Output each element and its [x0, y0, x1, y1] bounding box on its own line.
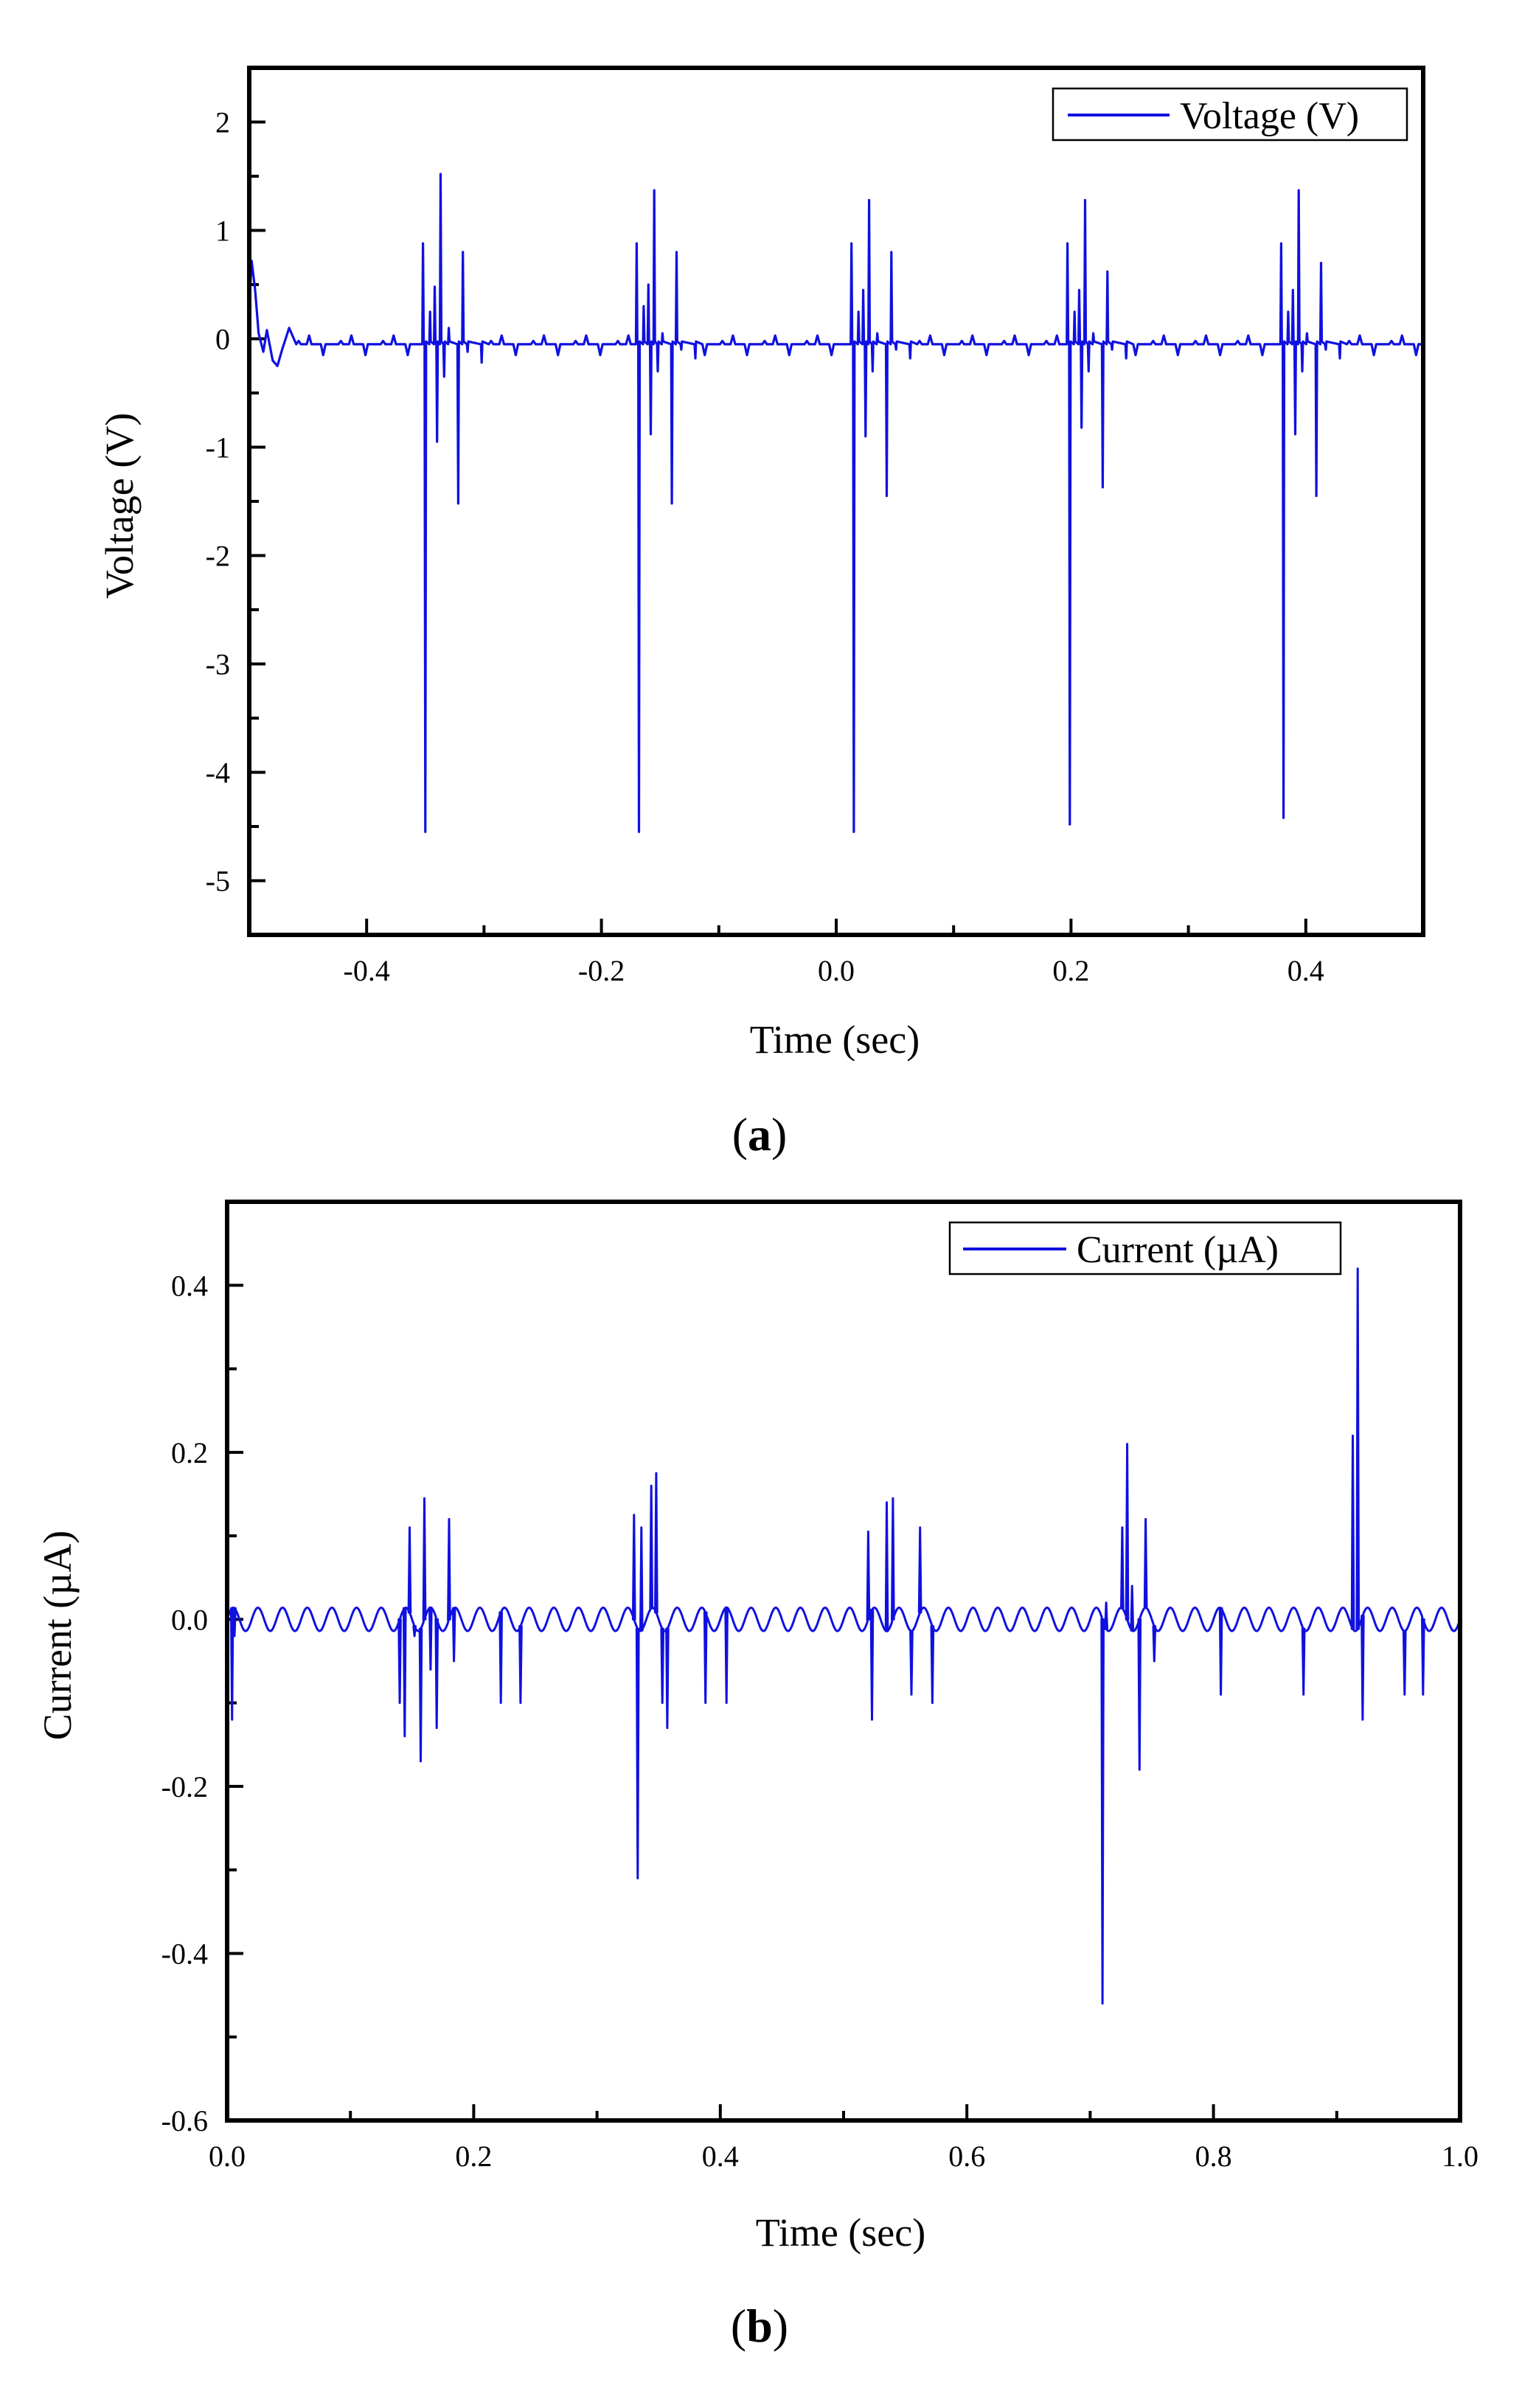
current-legend: Current (µA): [948, 1221, 1342, 1276]
current-x-tick-label: 0.4: [702, 2140, 739, 2173]
current-series-line: [226, 1267, 1462, 2005]
voltage-x-tick-label: 0.0: [818, 954, 855, 987]
voltage-x-axis-label: Time (sec): [750, 1017, 920, 1062]
voltage-y-tick-label: -2: [206, 540, 230, 573]
voltage-x-tick-label: -0.4: [344, 954, 390, 987]
voltage-y-tick-label: 1: [215, 215, 230, 248]
panel-label-b: (b): [731, 2300, 788, 2352]
voltage-y-tick-label: -5: [206, 865, 230, 898]
current-x-tick-label: 0.0: [209, 2140, 246, 2173]
voltage-y-tick-label: -4: [206, 756, 230, 790]
voltage-plot-frame: [247, 66, 1425, 937]
current-y-tick-label: 0.0: [171, 1603, 208, 1636]
voltage-y-tick-label: 2: [215, 106, 230, 139]
current-plot-frame: [225, 1200, 1462, 2123]
voltage-y-tick-label: -1: [206, 431, 230, 464]
voltage-x-tick-label: -0.2: [578, 954, 625, 987]
current-x-axis-label: Time (sec): [756, 2210, 925, 2255]
current-x-tick-label: 0.2: [455, 2140, 492, 2173]
current-y-tick-label: -0.4: [161, 1937, 208, 1970]
current-y-tick-label: 0.4: [171, 1269, 208, 1302]
voltage-x-tick-labels: -0.4 -0.2 0.0 0.2 0.4: [344, 954, 1324, 987]
current-legend-label: Current (µA): [1077, 1229, 1279, 1271]
current-chart: Current (µA) 0.0 0.2 0.4 0.6 0.8 1.0 0.4…: [35, 1200, 1478, 2352]
current-x-tick-label: 1.0: [1442, 2140, 1478, 2173]
voltage-x-tick-label: 0.2: [1052, 954, 1089, 987]
current-x-tick-label: 0.6: [948, 2140, 985, 2173]
voltage-y-tick-label: 0: [215, 323, 230, 356]
voltage-y-tick-label: -3: [206, 648, 230, 681]
voltage-legend: Voltage (V): [1052, 87, 1408, 142]
current-chart-ticks: [226, 1200, 1462, 2122]
voltage-chart: Voltage (V) -0.4 -0.2 0.0 0.2 0.4 2 1 0 …: [97, 66, 1425, 1160]
current-y-tick-label: 0.2: [171, 1436, 208, 1469]
current-y-tick-label: -0.2: [161, 1770, 208, 1803]
voltage-y-axis-label: Voltage (V): [97, 413, 142, 599]
voltage-y-tick-labels: 2 1 0 -1 -2 -3 -4 -5: [206, 106, 230, 898]
panel-label-a: (a): [732, 1108, 788, 1160]
voltage-legend-label: Voltage (V): [1180, 95, 1359, 137]
current-x-tick-labels: 0.0 0.2 0.4 0.6 0.8 1.0: [209, 2140, 1478, 2173]
current-x-tick-label: 0.8: [1195, 2140, 1232, 2173]
current-y-tick-labels: 0.4 0.2 0.0 -0.2 -0.4 -0.6: [161, 1269, 208, 2137]
current-y-axis-label: Current (µA): [35, 1531, 80, 1741]
voltage-x-tick-label: 0.4: [1288, 954, 1324, 987]
voltage-series-line: [248, 173, 1423, 833]
current-y-tick-label: -0.6: [161, 2104, 208, 2137]
